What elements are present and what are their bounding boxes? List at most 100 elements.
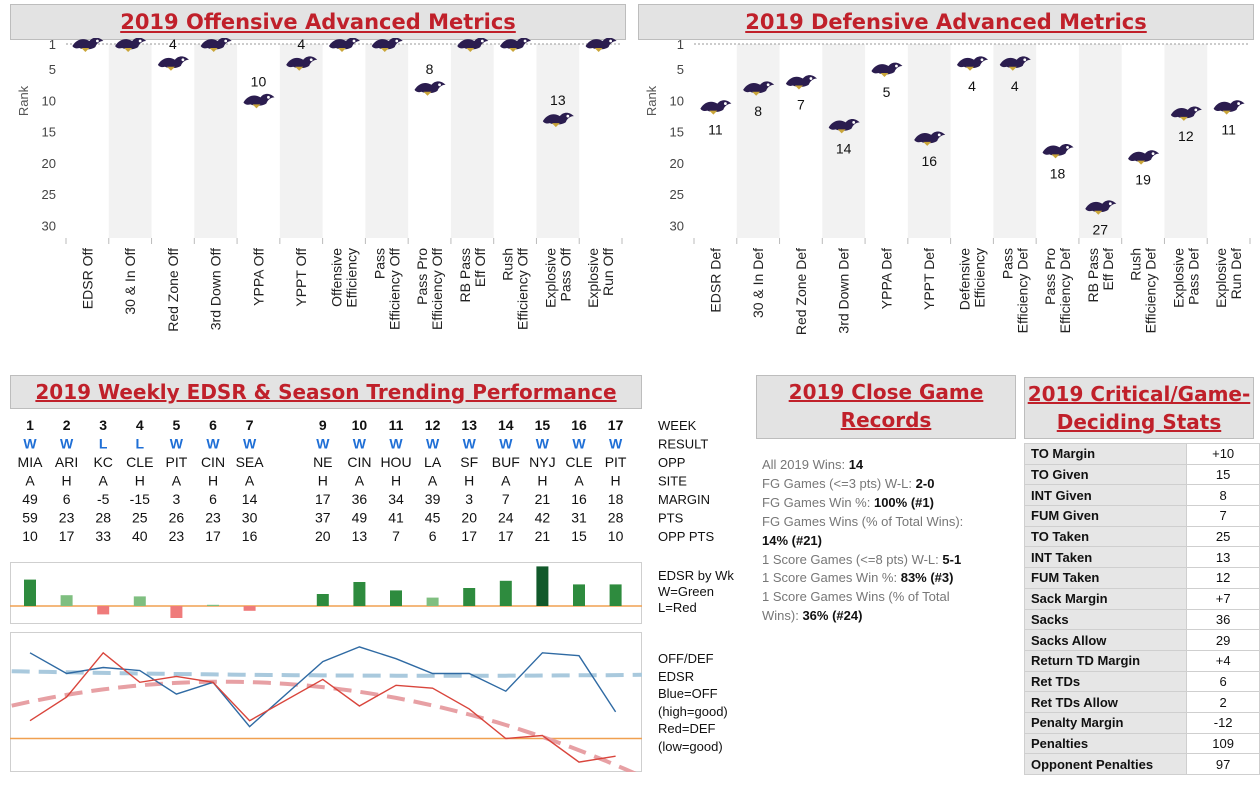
- edsr-bar: [133, 596, 146, 606]
- close-game-label: FG Games Win %:: [762, 494, 874, 510]
- x-category-label-line: Efficiency Def: [1057, 248, 1073, 333]
- weekly-cell-opp_pts: 17: [59, 528, 75, 544]
- ravens-logo-eye: [980, 58, 984, 62]
- y-tick-label: 20: [42, 156, 56, 171]
- critical-stat-row: Ret TDs Allow 2: [1023, 691, 1260, 713]
- edsr-bar: [24, 579, 36, 606]
- column-band: [536, 44, 580, 238]
- ravens-logo-marker: [828, 118, 860, 134]
- ravens-logo-accent: [466, 48, 475, 52]
- ravens-logo-shape: [115, 38, 147, 50]
- weekly-cell-weeks: 17: [608, 417, 624, 433]
- weekly-cell-opp: HOU: [380, 454, 411, 470]
- ravens-logo-eye: [566, 114, 570, 118]
- x-category-label: Explosive Pass Off: [542, 248, 573, 308]
- critical-stat-value: +7: [1186, 587, 1260, 610]
- ravens-logo-accent: [380, 48, 389, 52]
- data-label: 10: [251, 73, 267, 89]
- critical-title-line: 2019 Critical/Game-: [1027, 382, 1251, 406]
- critical-stat-value: 97: [1186, 753, 1260, 775]
- critical-stat-label: Ret TDs Allow: [1023, 691, 1188, 713]
- x-category-label-line: 30 & In Off: [122, 248, 138, 315]
- x-category-label-line: Efficiency Off: [386, 248, 402, 330]
- critical-stat-value: +4: [1186, 649, 1260, 672]
- close-game-value: 14% (#21): [762, 532, 822, 548]
- edsr-bar: [60, 595, 73, 606]
- close-game-line: FG Games (<=3 pts) W-L: 2-0: [762, 476, 934, 491]
- data-label: 11: [708, 122, 723, 138]
- column-band: [279, 44, 323, 238]
- weekly-cell-pts: 25: [132, 510, 148, 526]
- weekly-cell-weeks: 4: [136, 417, 144, 433]
- weekly-cell-opp_pts: 17: [205, 528, 221, 544]
- weekly-cell-weeks: 16: [571, 417, 587, 433]
- weekly-cell-pts: 42: [535, 510, 551, 526]
- x-category-label-line: Run Def: [1228, 248, 1244, 299]
- x-category-label-line: Pass Pro: [414, 248, 430, 305]
- x-category-label-line: Efficiency: [972, 248, 988, 308]
- ravens-logo-accent: [295, 66, 304, 71]
- x-category-label: Pass Efficiency Off: [371, 248, 402, 330]
- ravens-logo-eye: [395, 39, 399, 43]
- critical-stat-label: FUM Taken: [1023, 567, 1188, 589]
- column-band: [1164, 44, 1208, 238]
- y-tick-label: 15: [670, 125, 684, 140]
- ravens-logo-accent: [594, 48, 603, 52]
- x-category-label: Rush Efficiency Def: [1128, 248, 1159, 333]
- x-category-label-line: Efficiency Off: [515, 248, 531, 330]
- ravens-logo-shape: [72, 38, 104, 50]
- weekly-cell-opp: CIN: [347, 454, 371, 470]
- weekly-cell-opp_pts: 10: [22, 528, 38, 544]
- critical-stat-row: Sacks 36: [1023, 608, 1260, 631]
- weekly-cell-margin: 39: [425, 491, 441, 507]
- ravens-logo-accent: [1137, 160, 1146, 165]
- ravens-logo-shape: [542, 112, 574, 125]
- close-game-line: FG Games Win %: 100% (#1): [762, 495, 934, 510]
- weekly-row-label: OPP: [658, 455, 685, 470]
- ravens-logo-shape: [828, 118, 860, 131]
- x-category-label-line: Efficiency Off: [429, 248, 445, 330]
- weekly-cell-weeks: 14: [498, 417, 514, 433]
- edsr-bar: [390, 590, 402, 606]
- critical-stats-table: TO Margin +10 TO Given 15 INT Given 8 FUM Give…: [1023, 443, 1260, 775]
- ravens-logo-eye: [766, 83, 770, 87]
- critical-stat-row: FUM Given 7: [1023, 505, 1260, 527]
- x-category-label-line: Efficiency Def: [1014, 248, 1030, 333]
- def-edsr-line: [29, 651, 616, 763]
- weekly-cell-pts: 49: [352, 510, 368, 526]
- ravens-logo-eye: [352, 39, 356, 43]
- ravens-logo-shape: [200, 38, 232, 50]
- column-band: [108, 44, 152, 238]
- bar-legend: EDSR by Wk W=Green L=Red: [658, 568, 734, 616]
- x-category-label: Red Zone Off: [165, 248, 181, 332]
- weekly-cell-opp: NE: [313, 454, 332, 470]
- weekly-cell-pts: 31: [571, 510, 587, 526]
- weekly-cell-result: L: [136, 436, 145, 452]
- x-category-label-line: YPPT Def: [921, 248, 937, 310]
- weekly-cell-pts: 41: [388, 510, 404, 526]
- weekly-cell-result: W: [609, 436, 623, 452]
- x-category-label: Explosive Pass Def: [1170, 248, 1201, 308]
- x-category-label-line: Rush: [500, 248, 516, 281]
- weekly-cell-opp: NYJ: [529, 454, 555, 470]
- weekly-cell-weeks: 3: [99, 417, 107, 433]
- ravens-logo-accent: [1179, 116, 1188, 121]
- ravens-logo-shape: [700, 100, 732, 112]
- ravens-logo-eye: [1151, 152, 1155, 156]
- close-game-value: 83% (#3): [900, 570, 954, 586]
- weekly-cell-site: H: [391, 473, 401, 489]
- edsr-bar: [207, 604, 219, 606]
- weekly-cell-site: A: [25, 473, 35, 489]
- x-category-label-line: YPPT Off: [293, 248, 309, 307]
- line-legend-line: (low=good): [658, 738, 723, 754]
- ravens-logo-accent: [709, 110, 718, 115]
- weekly-cell-weeks: 12: [425, 417, 441, 433]
- critical-stat-value: 12: [1186, 567, 1260, 589]
- close-game-value: 2-0: [915, 475, 935, 491]
- data-label: 4: [968, 78, 976, 94]
- close-games-title-line: 2019 Close Game: [788, 380, 984, 404]
- ravens-logo-shape: [457, 38, 489, 50]
- ravens-logo-accent: [124, 48, 133, 52]
- weekly-cell-result: W: [389, 436, 403, 452]
